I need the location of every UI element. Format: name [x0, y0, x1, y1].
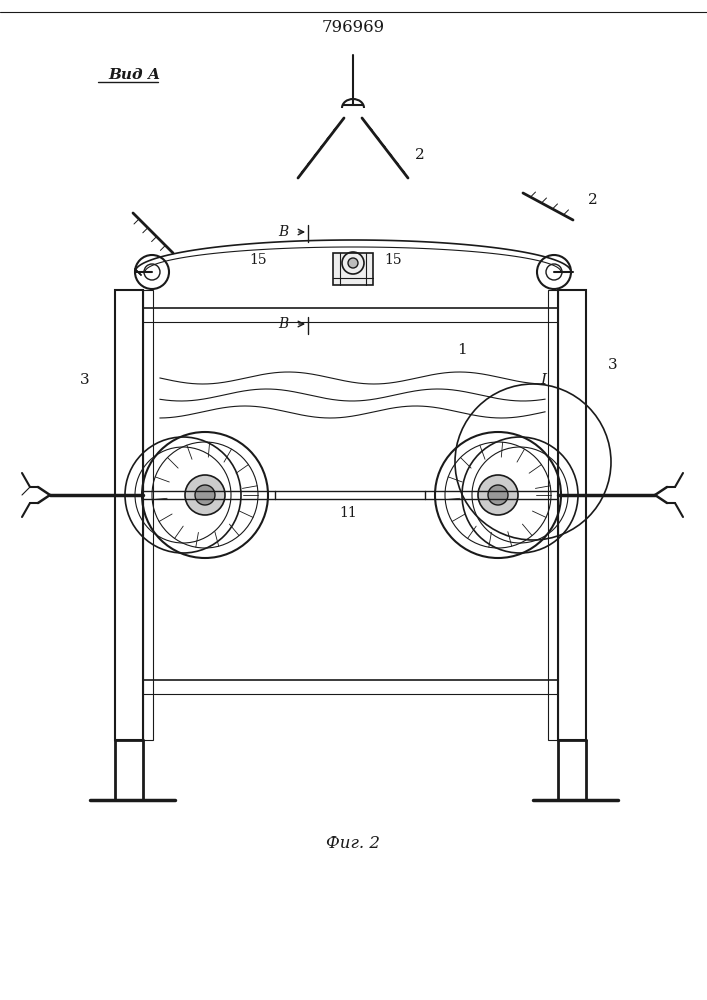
Text: Вид А: Вид А: [108, 68, 160, 82]
Circle shape: [185, 475, 225, 515]
Bar: [143, 290, 153, 740]
Text: 1: 1: [457, 343, 467, 357]
Text: В: В: [278, 317, 288, 331]
Text: I: I: [540, 373, 546, 387]
Text: 15: 15: [384, 253, 402, 267]
Text: В: В: [278, 225, 288, 239]
Circle shape: [488, 485, 508, 505]
Text: 3: 3: [80, 373, 90, 387]
Text: 796969: 796969: [322, 19, 385, 36]
Circle shape: [348, 258, 358, 268]
Bar: [558, 290, 586, 740]
Text: 2: 2: [588, 193, 598, 207]
Bar: [115, 290, 143, 740]
Text: 3: 3: [608, 358, 618, 372]
Circle shape: [478, 475, 518, 515]
Text: 15: 15: [249, 253, 267, 267]
Bar: [333, 253, 373, 285]
Text: 11: 11: [339, 506, 357, 520]
Bar: [548, 290, 558, 740]
Text: Фиг. 2: Фиг. 2: [326, 834, 380, 852]
Text: 2: 2: [415, 148, 425, 162]
Circle shape: [195, 485, 215, 505]
